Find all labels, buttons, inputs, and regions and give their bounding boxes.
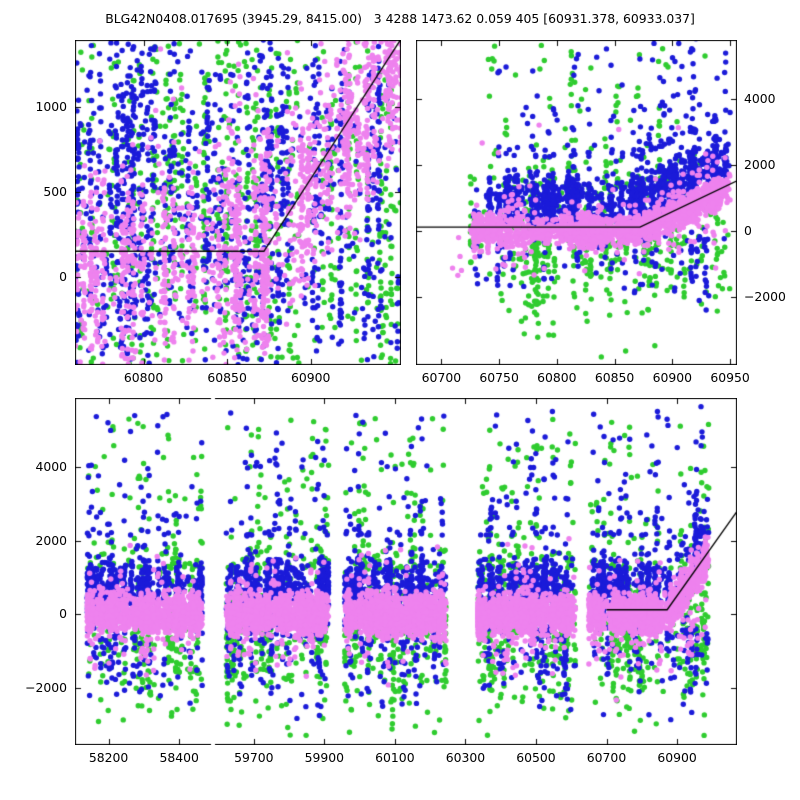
panel-top-left-canvas	[75, 40, 401, 365]
panel-bottom-ytick-label: 2000	[35, 532, 67, 548]
panel-bottom-xtick-label: 59700	[234, 750, 274, 765]
panel-bottom-ytick-label: 0	[59, 606, 67, 622]
panel-top-right-ytick-label: 0	[744, 223, 752, 239]
panel-top-left-xtick-label: 60900	[291, 370, 331, 385]
panel-top-right-xtick-label: 60750	[479, 370, 519, 385]
panel-top-right-ytick-label: 2000	[744, 157, 776, 173]
panel-bottom-xtick-label: 60700	[586, 750, 627, 765]
panel-top-right-ytick-label: 4000	[744, 91, 776, 107]
panel-top-right-xtick-label: 60850	[594, 370, 635, 385]
panel-bottom-ytick-label: −2000	[25, 679, 67, 695]
panel-top-left-ytick-label: 0	[59, 268, 67, 284]
panel-bottom-xtick-label: 59900	[304, 750, 345, 765]
panel-bottom-xtick-label: 58400	[159, 750, 199, 765]
panel-top-left-xtick-label: 60850	[207, 370, 247, 385]
figure-title: BLG42N0408.017695 (3945.29, 8415.00) 3 4…	[105, 11, 695, 26]
panel-top-right-xtick-label: 60950	[710, 370, 750, 385]
panel-top-right-ytick-label: −2000	[744, 289, 786, 305]
panel-top-right-canvas	[416, 40, 737, 365]
panel-bottom-xtick-label: 60900	[657, 750, 697, 765]
panel-top-left-ytick-label: 1000	[35, 98, 67, 114]
panel-bottom-xtick-label: 58200	[88, 750, 129, 765]
panel-top-right-xtick-label: 60800	[537, 370, 577, 385]
panel-top-right-xtick-label: 60900	[652, 370, 693, 385]
panel-bottom-xtick-label: 60300	[445, 750, 486, 765]
panel-bottom-ytick-label: 4000	[35, 459, 67, 475]
panel-bottom-canvas	[75, 398, 737, 745]
panel-bottom-xtick-label: 60500	[516, 750, 556, 765]
panel-top-left-ytick-label: 500	[43, 183, 67, 199]
panel-bottom-xtick-label: 60100	[375, 750, 415, 765]
panel-top-right-xtick-label: 60700	[421, 370, 462, 385]
panel-top-left-xtick-label: 60800	[123, 370, 164, 385]
